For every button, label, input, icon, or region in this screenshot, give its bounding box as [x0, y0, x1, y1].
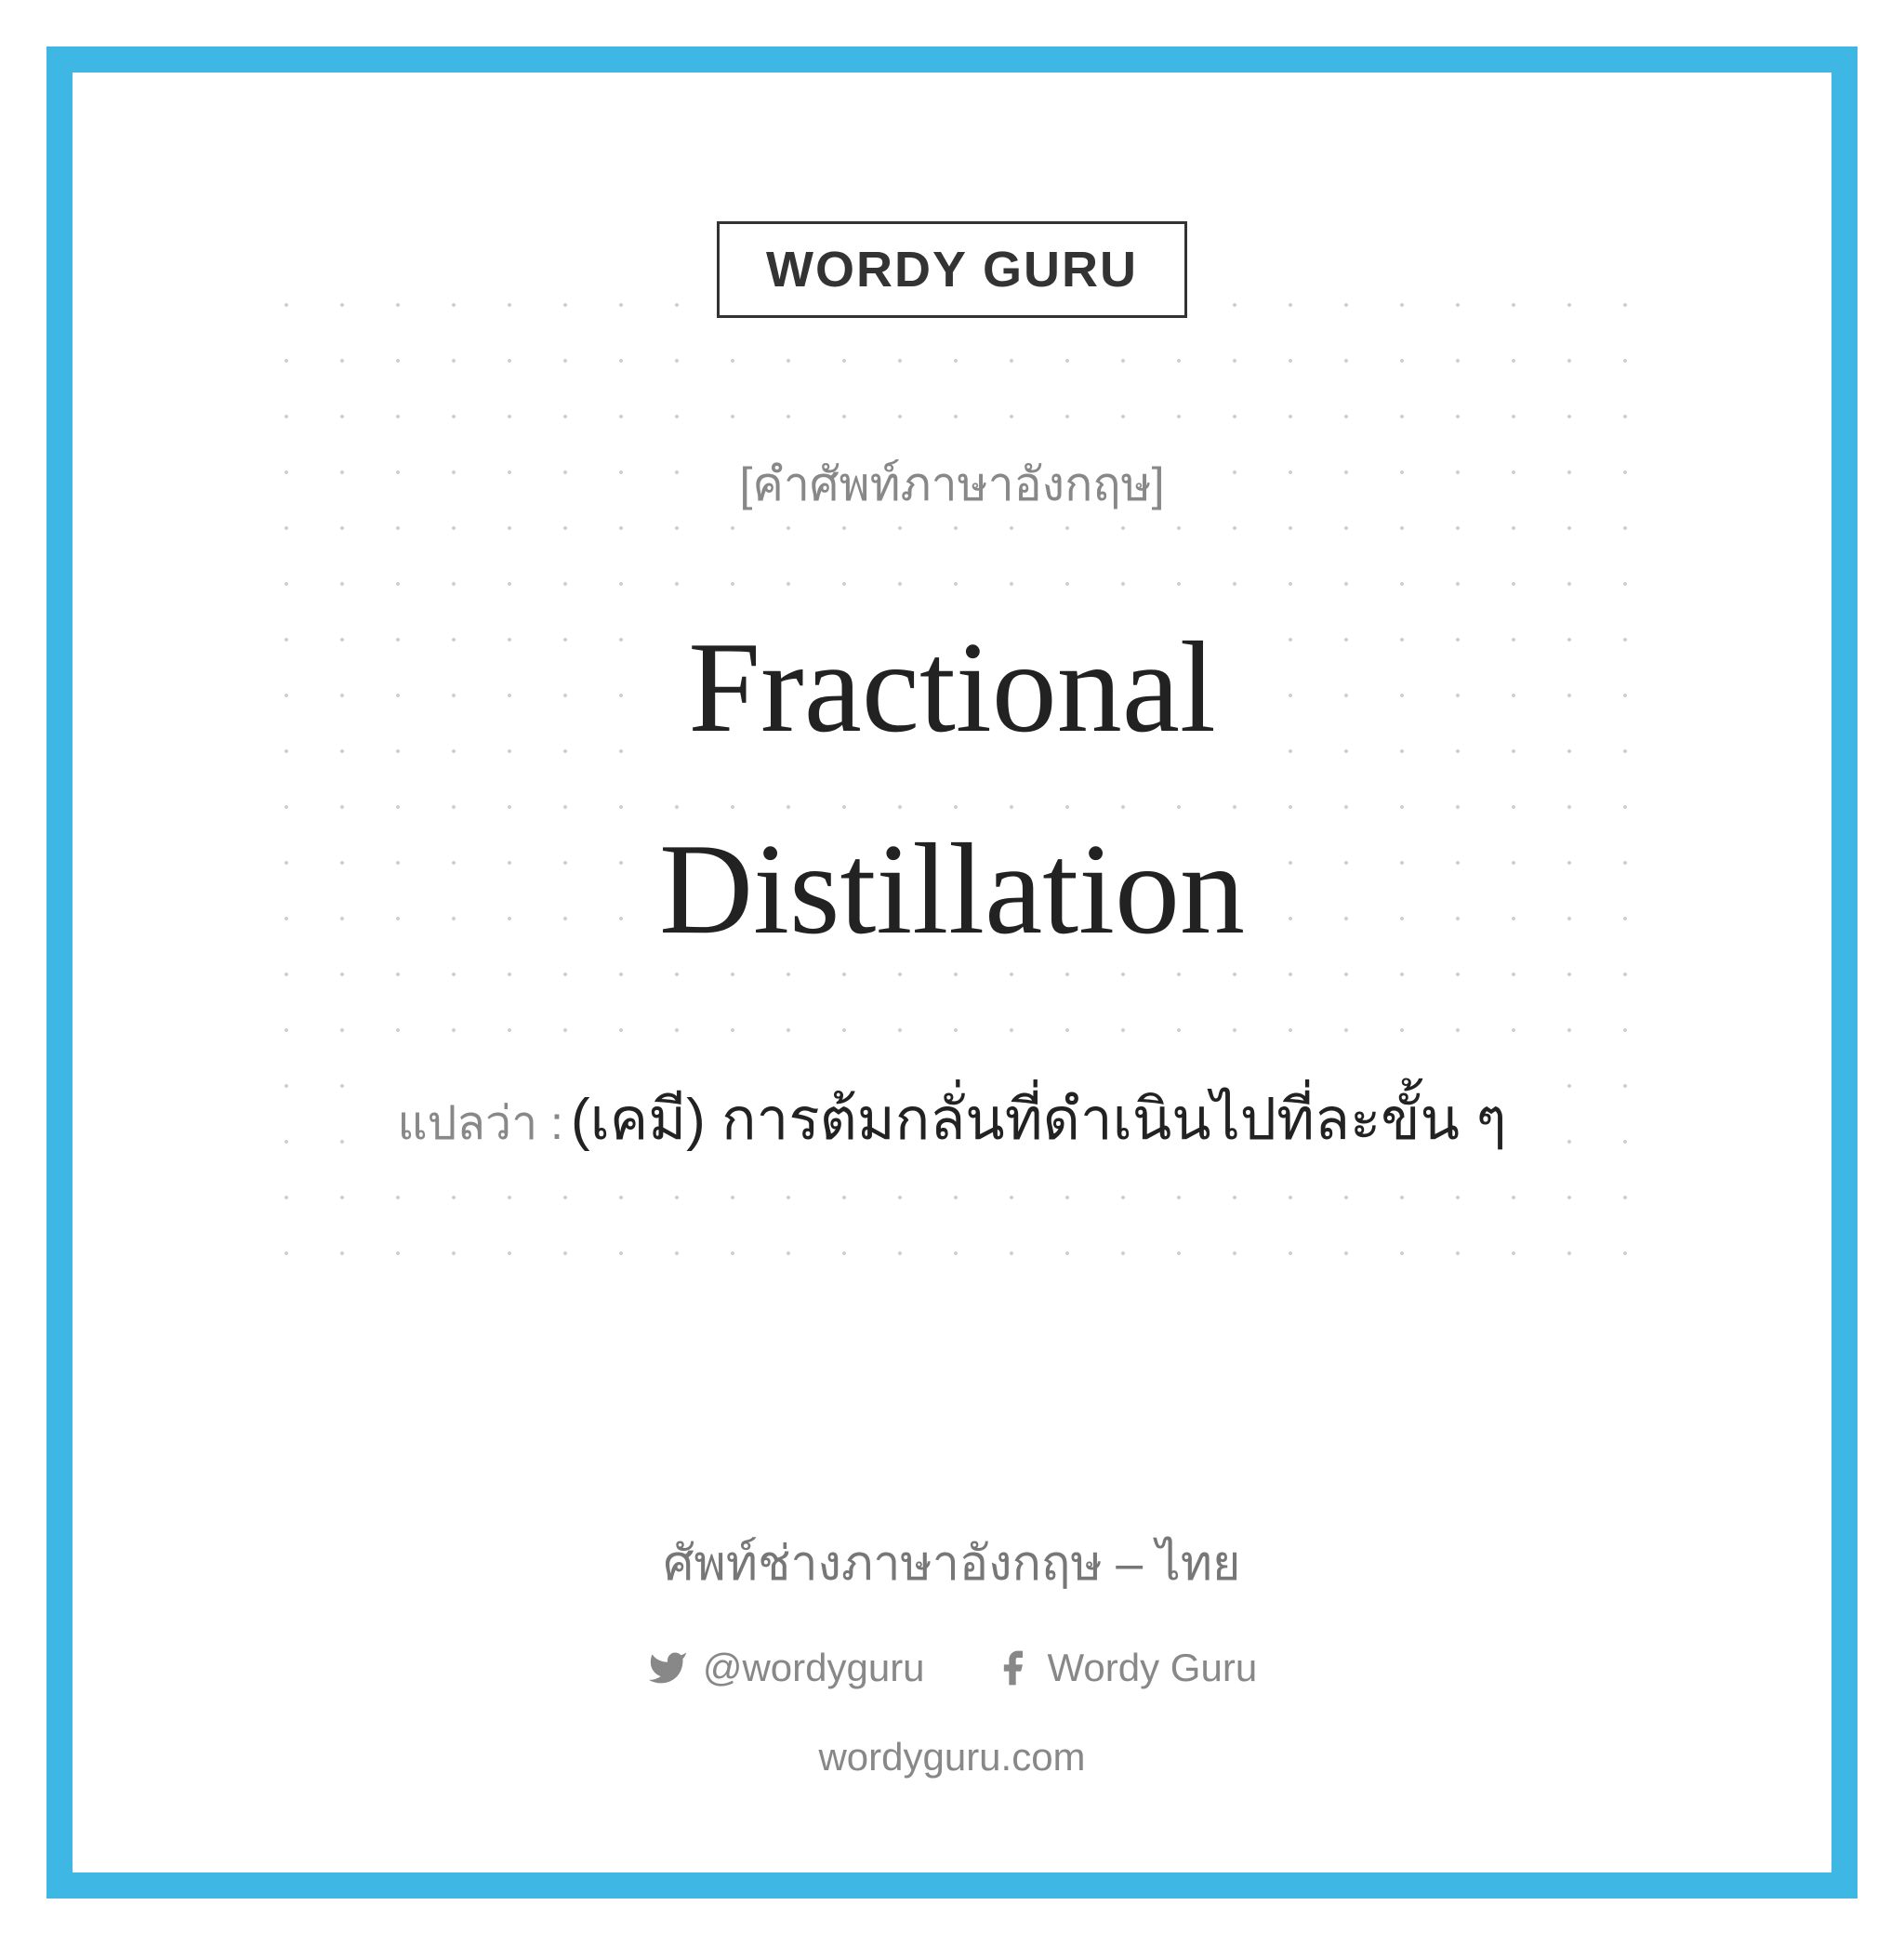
term-line-1: Fractional [660, 615, 1244, 760]
facebook-name: Wordy Guru [1048, 1646, 1258, 1690]
card-border: WORDY GURU [คำศัพท์ภาษาอังกฤษ] Fractiona… [46, 46, 1858, 1899]
translation-row: แปลว่า : (เคมี) การต้มกลั่นที่ดำเนินไปที… [369, 1074, 1534, 1165]
facebook-item: Wordy Guru [992, 1646, 1258, 1690]
term-line-2: Distillation [631, 817, 1273, 961]
twitter-item: @wordyguru [647, 1646, 925, 1690]
outer-frame: WORDY GURU [คำศัพท์ภาษาอังกฤษ] Fractiona… [0, 0, 1904, 1945]
twitter-icon [647, 1647, 688, 1688]
social-row: @wordyguru Wordy Guru [647, 1646, 1257, 1690]
content-area: WORDY GURU [คำศัพท์ภาษาอังกฤษ] Fractiona… [73, 73, 1831, 1165]
translation-text: (เคมี) การต้มกลั่นที่ดำเนินไปที่ละขั้น ๆ [571, 1074, 1507, 1165]
logo-box: WORDY GURU [717, 221, 1187, 318]
footer: ศัพท์ช่างภาษาอังกฤษ – ไทย @wordyguru Wor… [73, 1524, 1831, 1780]
website-url: wordyguru.com [818, 1735, 1085, 1780]
footer-title: ศัพท์ช่างภาษาอังกฤษ – ไทย [664, 1524, 1241, 1601]
category-label: [คำศัพท์ภาษาอังกฤษ] [721, 448, 1183, 522]
logo-text: WORDY GURU [766, 241, 1138, 298]
facebook-icon [992, 1647, 1033, 1688]
twitter-handle: @wordyguru [703, 1646, 925, 1690]
translation-label: แปลว่า : [397, 1087, 563, 1160]
main-term: Fractional Distillation [631, 587, 1273, 990]
